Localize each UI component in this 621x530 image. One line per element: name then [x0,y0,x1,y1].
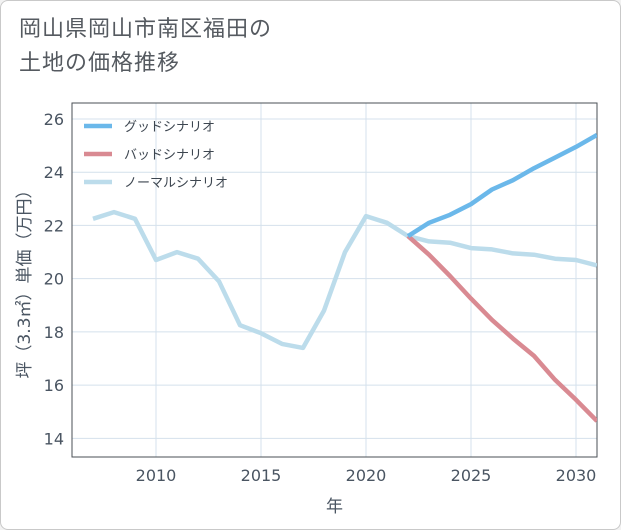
chart-title: 岡山県岡山市南区福田の 土地の価格推移 [19,13,439,81]
y-tick-label: 16 [44,376,64,395]
legend-label: ノーマルシナリオ [124,176,228,191]
series-line-2 [406,234,597,423]
chart-title-line-1: 岡山県岡山市南区福田の [19,17,273,42]
legend-label: グッドシナリオ [124,120,215,135]
x-tick-label: 2015 [241,466,282,485]
series-line-3 [92,209,597,351]
y-tick-label: 26 [44,110,64,129]
y-axis-label: 坪（3.3㎡）単価（万円） [15,181,35,378]
y-tick-label: 24 [44,163,64,182]
x-tick-label: 2020 [346,466,387,485]
chart-title-line-2: 土地の価格推移 [19,51,181,76]
y-tick-label: 20 [44,270,64,289]
x-tick-label: 2025 [451,466,492,485]
x-axis-label: 年 [326,497,343,517]
legend-label: バッドシナリオ [124,148,215,163]
x-tick-label: 2030 [556,466,597,485]
x-tick-label: 2010 [136,466,177,485]
plot-border [71,102,598,458]
y-tick-label: 18 [44,323,64,342]
series-line-1 [406,132,597,239]
y-tick-label: 14 [44,429,64,448]
y-tick-label: 22 [44,216,64,235]
